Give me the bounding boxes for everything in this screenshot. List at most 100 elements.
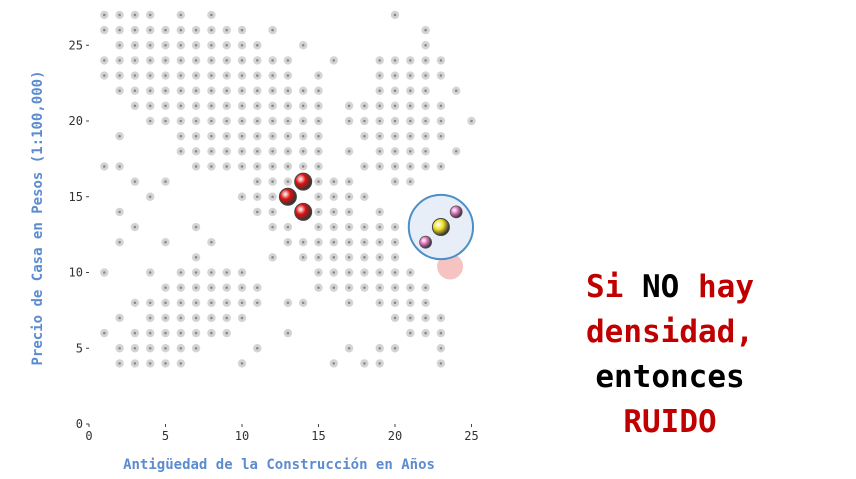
highlighted-point (294, 172, 313, 191)
data-point-center (240, 43, 244, 47)
y-tick-label: 15 (69, 190, 83, 204)
neighbor-point (449, 205, 463, 219)
data-point-center (393, 74, 397, 77)
data-point-center (210, 13, 213, 17)
data-point-center (210, 119, 213, 123)
data-point-center (179, 150, 183, 153)
data-point-center (363, 271, 366, 274)
data-point-center (118, 74, 121, 77)
data-point-center (317, 210, 320, 214)
x-tick-label: 0 (85, 429, 92, 443)
data-point-center (424, 316, 427, 320)
data-point-center (363, 256, 366, 259)
data-point-center (424, 119, 427, 123)
y-tick-label: 5 (76, 341, 83, 355)
data-point-center (194, 74, 198, 77)
data-point-center (317, 286, 320, 289)
data-point-center (118, 134, 121, 138)
data-point-center (317, 134, 320, 138)
data-point-center (148, 316, 152, 320)
data-point-center (439, 346, 443, 350)
data-point-center (424, 331, 427, 335)
data-point-center (148, 331, 152, 335)
data-point-center (286, 301, 290, 305)
data-point-center (378, 301, 382, 305)
data-point-center (179, 119, 183, 123)
data-point-center (225, 165, 228, 168)
data-point-center (271, 225, 274, 229)
data-point-center (225, 89, 228, 92)
x-tick-label: 15 (311, 429, 325, 443)
data-point-center (255, 165, 259, 168)
data-point-center (118, 165, 121, 168)
data-point-center (409, 331, 412, 335)
data-point-center (194, 331, 198, 335)
data-point-center (378, 362, 382, 365)
data-point-center (118, 13, 121, 17)
data-point-center (393, 316, 397, 320)
data-point-center (317, 225, 320, 229)
data-point-center (133, 331, 137, 335)
data-point-center (225, 104, 228, 108)
data-point-center (179, 13, 183, 17)
highlighted-point (278, 187, 297, 206)
data-point-center (409, 316, 412, 320)
x-tick-label: 20 (388, 429, 402, 443)
data-point-center (378, 271, 382, 274)
data-point-center (225, 134, 228, 138)
data-point-center (317, 89, 320, 92)
data-point-center (148, 13, 152, 17)
data-point-center (439, 316, 443, 320)
data-point-center (301, 89, 305, 92)
data-point-center (255, 104, 259, 108)
data-point-center (393, 301, 397, 305)
data-point-center (286, 74, 290, 77)
data-point-center (271, 256, 274, 259)
data-point-center (409, 286, 412, 289)
y-axis-label: Precio de Casa en Pesos (1:100,000) (30, 70, 46, 365)
data-point-center (424, 150, 427, 153)
data-point-center (133, 362, 137, 365)
data-point-center (286, 165, 290, 168)
scatter-plot: 0 5 10 15 20 25 0 5 10 15 20 25 Antigüedad de la Co… (30, 10, 479, 473)
data-point-center (393, 13, 397, 17)
data-point-center (210, 89, 213, 92)
data-point-center (301, 240, 305, 244)
data-point-center (424, 165, 427, 168)
x-tick-label: 10 (235, 429, 249, 443)
data-point-center (133, 59, 137, 62)
data-point-center (240, 362, 244, 365)
data-point-center (133, 104, 137, 108)
data-point-center (347, 150, 351, 153)
data-point-center (439, 59, 443, 62)
data-point-center (179, 59, 183, 62)
data-point-center (378, 225, 382, 229)
data-point-center (286, 104, 290, 108)
data-point-center (164, 346, 167, 350)
data-point-center (194, 225, 198, 229)
data-point-center (317, 180, 320, 183)
data-point-center (393, 119, 397, 123)
data-point-center (103, 271, 106, 274)
data-point-center (210, 59, 213, 62)
data-point-center (332, 286, 336, 289)
data-point-center (347, 104, 351, 108)
data-point-center (194, 346, 198, 350)
data-point-center (210, 43, 213, 47)
data-point-center (286, 119, 290, 123)
data-point-center (118, 240, 121, 244)
noise-caption: Si NO hay densidad, entonces RUIDO (540, 265, 800, 445)
data-point-center (470, 119, 473, 123)
data-point-center (317, 195, 320, 199)
data-point-center (118, 43, 121, 47)
data-point-center (118, 210, 121, 214)
data-point-center (271, 134, 274, 138)
data-point-center (240, 150, 244, 153)
data-point-center (255, 195, 259, 199)
data-point-center (194, 316, 198, 320)
data-point-center (164, 286, 167, 289)
data-point-center (271, 210, 274, 214)
data-point-center (225, 59, 228, 62)
data-point-center (286, 134, 290, 138)
data-point-center (332, 362, 336, 365)
